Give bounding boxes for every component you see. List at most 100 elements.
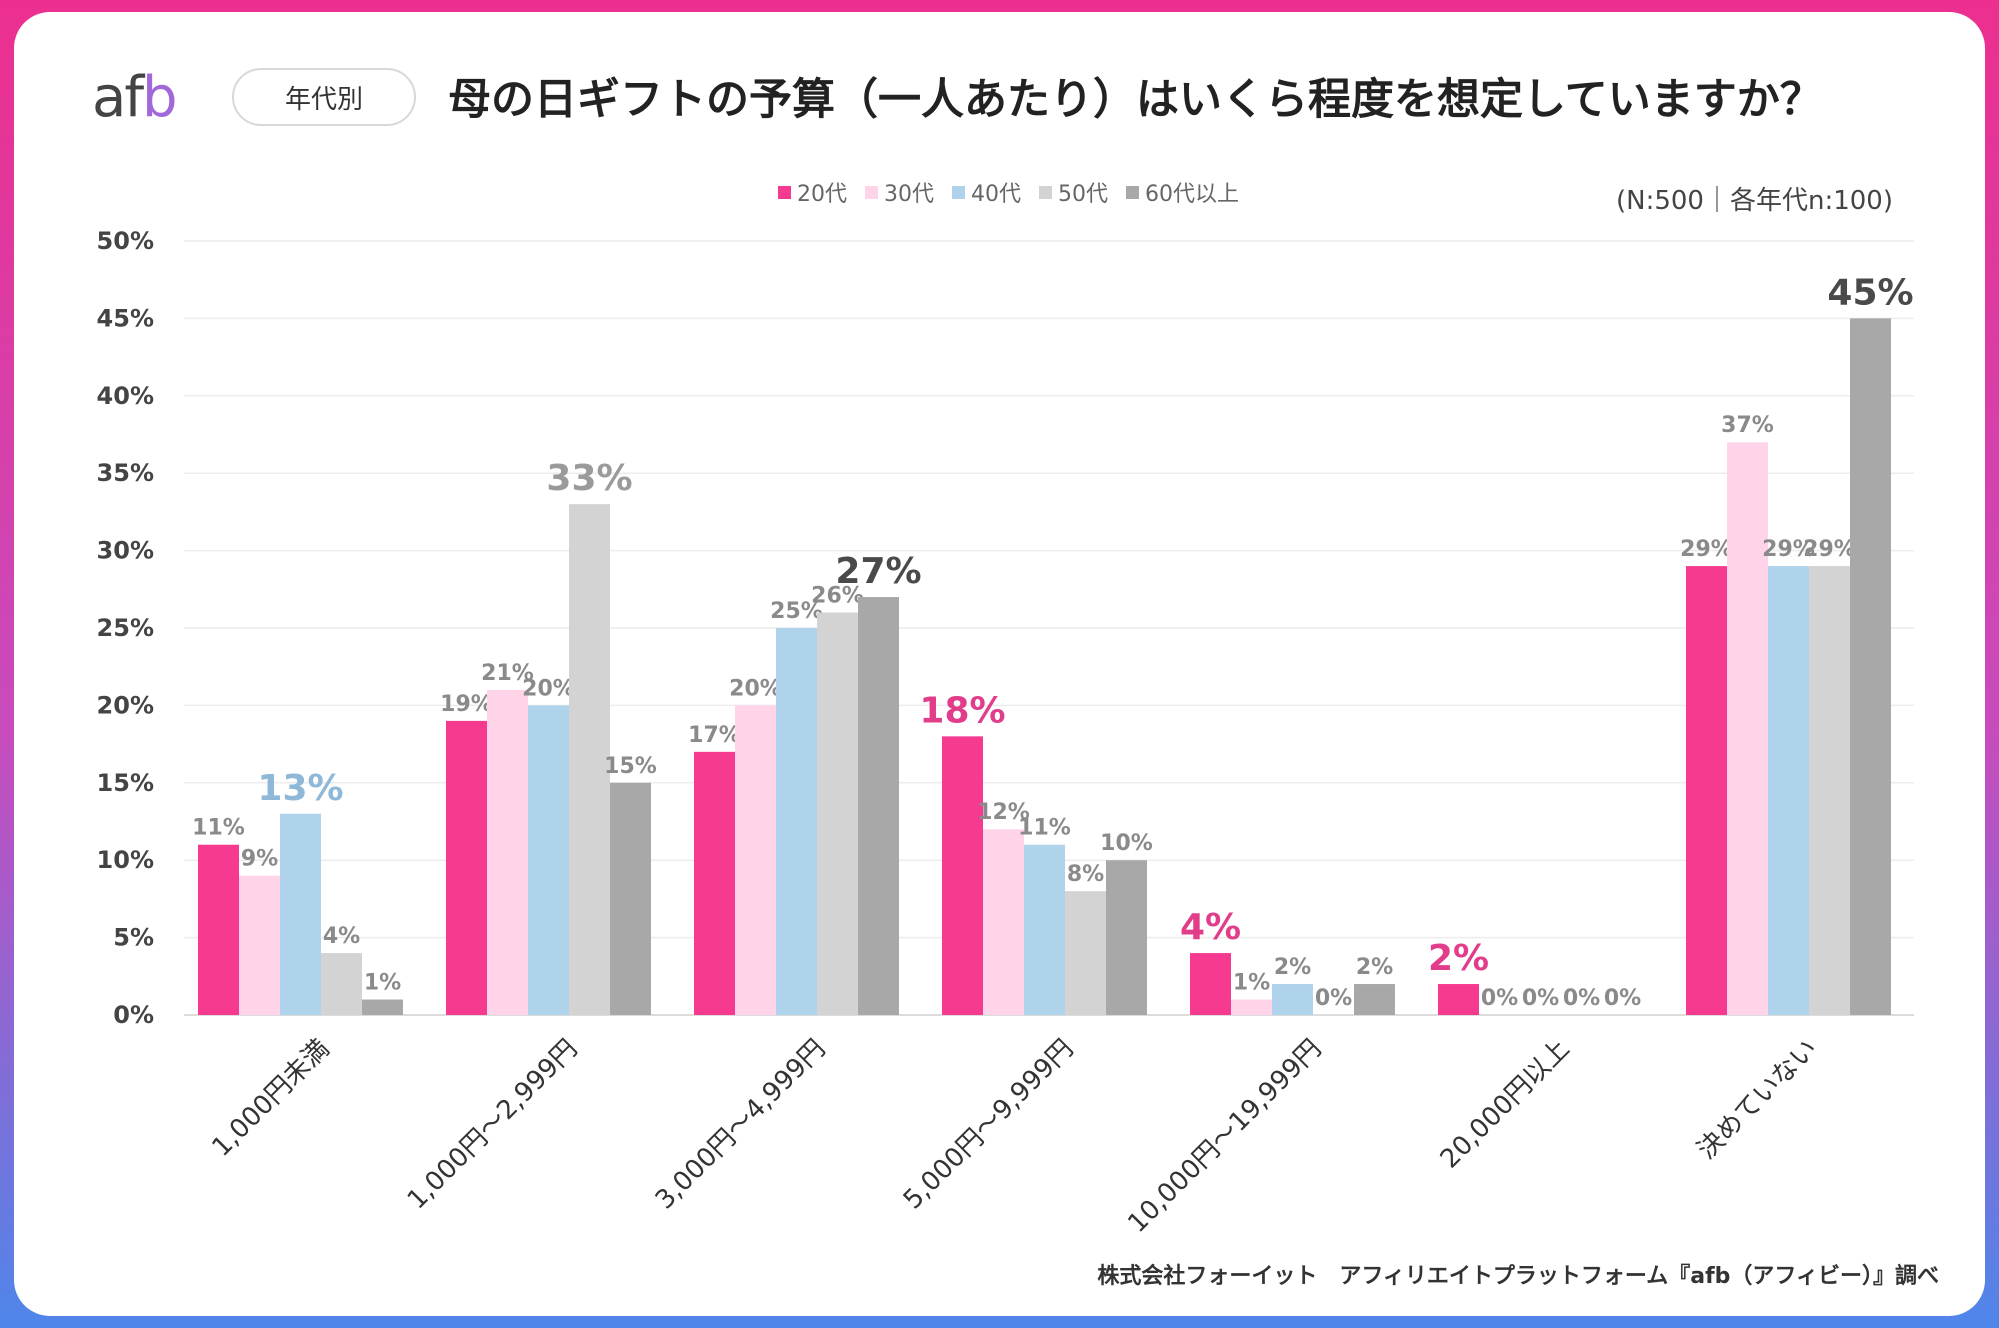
- data-label: 1%: [364, 971, 401, 996]
- bar: [1190, 953, 1231, 1015]
- data-label: 37%: [1721, 413, 1774, 438]
- data-label: 21%: [481, 661, 534, 686]
- bar: [1106, 860, 1147, 1015]
- data-label: 29%: [1762, 537, 1815, 562]
- data-label: 1%: [1233, 971, 1270, 996]
- data-label: 20%: [729, 676, 782, 701]
- data-label: 8%: [1067, 862, 1104, 887]
- bar: [198, 844, 239, 1015]
- bar: [1065, 891, 1106, 1015]
- data-label: 25%: [770, 599, 823, 624]
- y-tick-label: 5%: [113, 924, 154, 952]
- data-label: 9%: [241, 847, 278, 872]
- legend-item-60s: 60代以上: [1126, 176, 1239, 208]
- highlight-data-label: 27%: [835, 551, 921, 592]
- data-label: 15%: [604, 754, 657, 779]
- highlight-data-label: 2%: [1428, 938, 1489, 979]
- x-category-label: 1,000円～2,999円: [402, 1034, 584, 1216]
- logo-text-a: af: [92, 65, 144, 130]
- bar: [1231, 999, 1272, 1015]
- chart-legend: 20代 30代 40代 50代 60代以上: [778, 176, 1239, 208]
- data-label: 17%: [688, 723, 741, 748]
- data-label: 0%: [1481, 986, 1518, 1011]
- legend-item-50s: 50代: [1039, 176, 1108, 208]
- data-label: 2%: [1274, 955, 1311, 980]
- legend-swatch-50s: [1039, 185, 1052, 199]
- logo-text-b: b: [142, 65, 178, 130]
- legend-label-20s: 20代: [797, 182, 847, 207]
- bar: [735, 705, 776, 1015]
- bar: [694, 751, 735, 1015]
- y-tick-label: 35%: [97, 459, 154, 487]
- legend-swatch-30s: [865, 185, 878, 199]
- highlight-data-label: 4%: [1180, 907, 1241, 948]
- y-tick-label: 25%: [97, 614, 154, 642]
- data-label: 2%: [1356, 955, 1393, 980]
- highlight-data-label: 13%: [257, 768, 343, 809]
- y-tick-label: 10%: [97, 846, 154, 874]
- data-label: 10%: [1100, 831, 1153, 856]
- data-label: 11%: [192, 816, 245, 841]
- bar: [817, 612, 858, 1015]
- bar: [1438, 984, 1479, 1015]
- legend-swatch-60s: [1126, 185, 1139, 199]
- highlight-data-label: 45%: [1827, 272, 1913, 313]
- bar: [610, 782, 651, 1015]
- bar: [1686, 566, 1727, 1015]
- bar: [1727, 442, 1768, 1015]
- legend-item-40s: 40代: [952, 176, 1021, 208]
- y-tick-label: 30%: [97, 537, 154, 565]
- x-category-label: 20,000円以上: [1435, 1034, 1576, 1175]
- data-label: 12%: [977, 800, 1030, 825]
- bar: [942, 736, 983, 1015]
- legend-swatch-20s: [778, 185, 791, 199]
- data-label: 0%: [1522, 986, 1559, 1011]
- legend-label-60s: 60代以上: [1145, 182, 1239, 207]
- x-category-label: 3,000円～4,999円: [650, 1034, 832, 1216]
- bar: [446, 720, 487, 1015]
- bar: [1024, 844, 1065, 1015]
- y-tick-label: 45%: [97, 304, 154, 332]
- x-category-label: 決めていない: [1692, 1034, 1824, 1166]
- bar-chart: 0% 5% 10% 15% 20% 25% 30% 35% 40% 45% 50% 11% 9% 13% 4…: [97, 227, 1914, 1239]
- data-label: 11%: [1018, 816, 1071, 841]
- data-label: 0%: [1604, 986, 1641, 1011]
- data-label: 29%: [1803, 537, 1856, 562]
- bar: [1272, 984, 1313, 1015]
- sample-size: (N:500｜各年代n:100): [1616, 186, 1893, 216]
- legend-item-30s: 30代: [865, 176, 934, 208]
- bar: [569, 504, 610, 1015]
- bar: [858, 597, 899, 1015]
- chart-title: 母の日ギフトの予算（一人あたり）はいくら程度を想定していますか？: [448, 75, 1823, 125]
- bar: [1354, 984, 1395, 1015]
- bar: [487, 689, 528, 1015]
- bar: [1768, 566, 1809, 1015]
- highlight-data-label: 18%: [919, 690, 1005, 731]
- data-label: 0%: [1563, 986, 1600, 1011]
- y-tick-label: 20%: [97, 691, 154, 719]
- chart-card: afb 年代別 母の日ギフトの予算（一人あたり）はいくら程度を想定していますか？…: [14, 12, 1985, 1316]
- afb-logo: afb: [92, 70, 178, 126]
- data-label: 0%: [1315, 986, 1352, 1011]
- x-category-label: 10,000円～19,999円: [1122, 1034, 1327, 1239]
- data-label: 26%: [811, 584, 864, 609]
- bar: [528, 705, 569, 1015]
- y-tick-label: 40%: [97, 382, 154, 410]
- highlight-data-label: 33%: [546, 458, 632, 499]
- legend-item-20s: 20代: [778, 176, 847, 208]
- legend-label-40s: 40代: [971, 182, 1021, 207]
- legend-label-30s: 30代: [884, 182, 934, 207]
- bar: [239, 875, 280, 1015]
- data-label: 4%: [323, 924, 360, 949]
- bar: [776, 628, 817, 1015]
- bar: [1850, 318, 1891, 1015]
- x-category-label: 5,000円～9,999円: [898, 1034, 1080, 1216]
- y-tick-label: 15%: [97, 769, 154, 797]
- y-tick-label: 0%: [113, 1001, 154, 1029]
- bar: [1809, 566, 1850, 1015]
- bar: [983, 829, 1024, 1015]
- legend-swatch-40s: [952, 185, 965, 199]
- legend-label-50s: 50代: [1058, 182, 1108, 207]
- data-label: 19%: [440, 692, 493, 717]
- bar: [321, 953, 362, 1015]
